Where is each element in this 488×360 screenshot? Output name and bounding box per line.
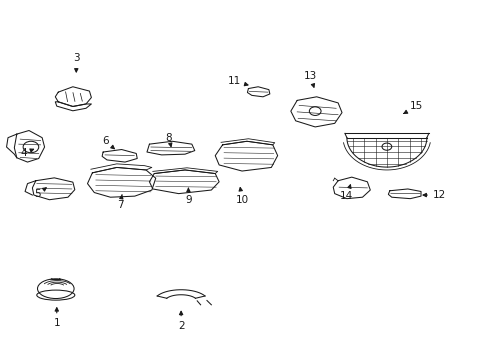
Text: 12: 12 bbox=[422, 190, 445, 200]
Text: 3: 3 bbox=[73, 53, 80, 72]
Text: 14: 14 bbox=[340, 185, 353, 201]
Text: 15: 15 bbox=[403, 102, 422, 113]
Text: 9: 9 bbox=[185, 188, 191, 205]
Text: 11: 11 bbox=[228, 76, 247, 86]
Text: 2: 2 bbox=[178, 311, 184, 331]
Text: 6: 6 bbox=[102, 136, 114, 149]
Text: 10: 10 bbox=[235, 188, 248, 205]
Text: 1: 1 bbox=[53, 308, 60, 328]
Text: 5: 5 bbox=[34, 188, 46, 199]
Text: 8: 8 bbox=[165, 133, 172, 147]
Text: 13: 13 bbox=[303, 71, 316, 87]
Text: 7: 7 bbox=[117, 194, 123, 210]
Text: 4: 4 bbox=[21, 148, 34, 158]
